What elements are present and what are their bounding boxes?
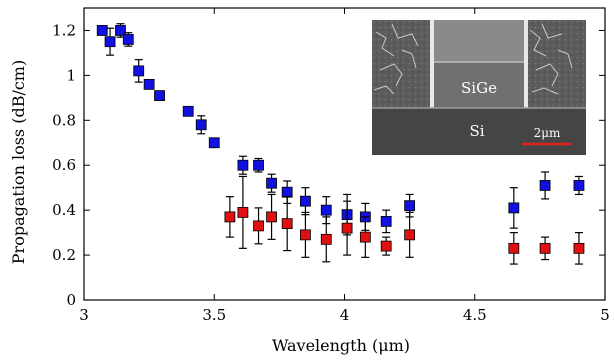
data-series [224, 175, 585, 265]
data-series [96, 23, 585, 236]
sem-inset-image: SiGe Si 2μm [372, 20, 586, 155]
data-point [115, 25, 126, 36]
data-point [224, 211, 236, 223]
data-layer [96, 23, 585, 265]
data-point [380, 240, 392, 252]
data-point [208, 137, 220, 149]
x-tick-label: 4.5 [463, 306, 487, 324]
data-point [154, 90, 165, 101]
x-tick-label: 4 [340, 306, 350, 324]
data-point [143, 78, 155, 90]
data-point [182, 105, 194, 117]
data-point [300, 195, 311, 207]
x-tick-label: 3 [79, 306, 89, 324]
x-tick-label: 3.5 [202, 306, 226, 324]
y-tick-label: 1.2 [52, 21, 76, 39]
data-point [320, 204, 332, 216]
data-point [104, 36, 116, 48]
y-tick-label: 0.6 [52, 156, 76, 174]
axes: 3 3.5 4 4.5 5 0 0.2 0.4 0.6 0.8 1 1.2 [52, 7, 610, 324]
data-point [359, 231, 371, 243]
data-point [253, 159, 264, 171]
data-point [96, 25, 108, 36]
data-point [341, 222, 353, 234]
data-point [404, 200, 416, 212]
data-point [380, 215, 392, 227]
inset-label-si: Si [469, 122, 484, 140]
x-tick-label: 5 [600, 306, 610, 324]
y-tick-label: 0.2 [52, 246, 76, 264]
data-point [253, 220, 264, 232]
data-point [122, 34, 134, 45]
y-tick-label: 0 [66, 291, 76, 309]
data-point [539, 180, 551, 191]
inset-label-sige: SiGe [461, 79, 497, 97]
data-point [281, 218, 293, 230]
y-axis-label: Propagation loss (dB/cm) [9, 60, 28, 264]
y-tick-label: 1 [66, 66, 76, 84]
data-point [404, 229, 416, 241]
data-point [266, 177, 277, 189]
data-point [195, 119, 207, 131]
data-point [508, 242, 520, 254]
data-point [133, 65, 145, 77]
data-point [320, 233, 332, 245]
y-tick-label: 0.4 [52, 201, 76, 219]
data-point [237, 159, 249, 171]
data-point [237, 206, 249, 218]
data-point [573, 242, 585, 254]
data-point [300, 229, 311, 241]
data-point [573, 180, 585, 191]
data-point [539, 242, 551, 254]
y-tick-label: 0.8 [52, 111, 76, 129]
data-point [281, 186, 293, 198]
x-axis-label: Wavelength (μm) [272, 336, 410, 355]
data-point [266, 211, 277, 223]
scale-bar-label: 2μm [534, 126, 561, 140]
data-point [508, 202, 520, 214]
